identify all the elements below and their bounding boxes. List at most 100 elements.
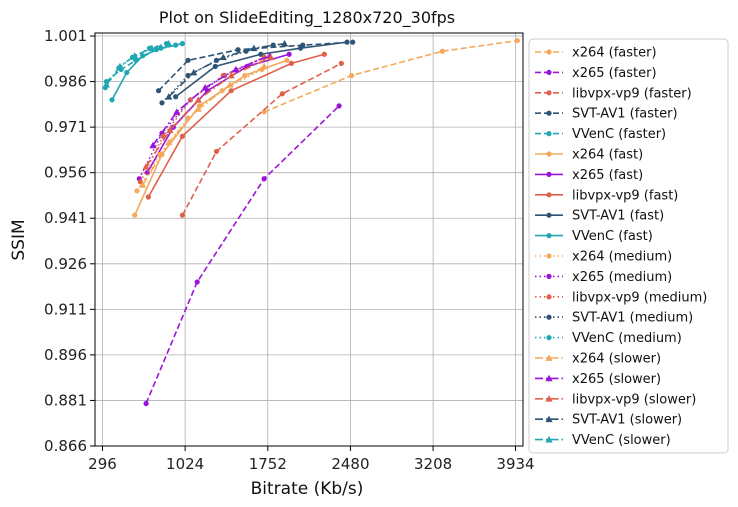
data-point bbox=[279, 91, 285, 97]
legend-marker bbox=[546, 273, 552, 279]
legend-entry: VVenC (fast) bbox=[535, 229, 653, 244]
legend-marker bbox=[546, 131, 552, 137]
legend-label: SVT-AV1 (fast) bbox=[572, 209, 664, 224]
data-point bbox=[235, 47, 241, 53]
legend-entry: VVenC (slower) bbox=[535, 433, 671, 448]
data-point bbox=[250, 44, 258, 52]
legend: x264 (faster) x265 (faster) libvpx-vp9 (fa… bbox=[528, 38, 729, 454]
legend-label: VVenC (faster) bbox=[572, 127, 666, 142]
data-point bbox=[145, 194, 151, 200]
data-point bbox=[286, 51, 292, 57]
legend-entry: SVT-AV1 (medium) bbox=[535, 311, 693, 326]
data-point bbox=[143, 400, 149, 407]
series-line bbox=[145, 105, 340, 404]
legend-entry: SVT-AV1 (faster) bbox=[535, 107, 678, 122]
data-point bbox=[350, 39, 356, 45]
series-x264-slower bbox=[139, 62, 268, 188]
x-tick-label: 3208 bbox=[414, 455, 452, 473]
legend-marker bbox=[545, 354, 553, 361]
data-point bbox=[219, 53, 227, 61]
legend-marker bbox=[546, 253, 552, 259]
y-axis-ticks: 0.866 0.881 0.896 0.911 0.926 0.941 0.956 0.971… bbox=[44, 27, 95, 455]
data-point bbox=[173, 108, 181, 115]
legend-marker bbox=[545, 395, 553, 402]
series-libvpx-vp9-faster bbox=[179, 60, 344, 218]
legend-marker bbox=[545, 436, 553, 443]
legend-entry: SVT-AV1 (fast) bbox=[535, 209, 664, 224]
y-tick-label: 0.971 bbox=[44, 118, 87, 136]
data-point bbox=[165, 138, 173, 146]
data-point bbox=[139, 181, 147, 188]
legend-marker bbox=[546, 192, 552, 198]
data-point bbox=[149, 141, 157, 149]
chart-title: Plot on SlideEditing_1280x720_30fps bbox=[159, 8, 455, 28]
data-point bbox=[173, 42, 179, 48]
legend-entry: libvpx-vp9 (fast) bbox=[535, 188, 678, 203]
legend-label: libvpx-vp9 (fast) bbox=[572, 188, 678, 203]
legend-entry: libvpx-vp9 (slower) bbox=[535, 392, 696, 407]
data-point bbox=[155, 88, 162, 94]
data-point bbox=[142, 163, 150, 170]
y-tick-label: 1.001 bbox=[44, 27, 87, 45]
data-point bbox=[321, 51, 327, 57]
legend-marker bbox=[546, 171, 552, 177]
y-tick-label: 0.956 bbox=[44, 164, 87, 182]
legend-marker bbox=[546, 110, 552, 116]
legend-label: x264 (slower) bbox=[572, 352, 661, 367]
legend-entry: libvpx-vp9 (faster) bbox=[535, 86, 692, 101]
data-point bbox=[187, 97, 193, 103]
series-svt-av1-slower bbox=[165, 40, 289, 100]
data-point bbox=[242, 72, 248, 79]
legend-entry: x264 (fast) bbox=[535, 148, 643, 163]
x-tick-label: 296 bbox=[88, 455, 117, 473]
legend-label: libvpx-vp9 (medium) bbox=[572, 290, 707, 305]
legend-label: VVenC (medium) bbox=[572, 331, 682, 346]
data-point bbox=[194, 96, 202, 103]
data-point bbox=[140, 53, 146, 59]
data-point bbox=[232, 65, 240, 73]
series-x265-faster bbox=[143, 103, 342, 407]
data-point bbox=[190, 68, 198, 76]
data-point bbox=[336, 103, 342, 109]
data-point bbox=[228, 88, 234, 94]
data-point bbox=[179, 133, 186, 139]
legend-label: x264 (fast) bbox=[572, 148, 643, 163]
data-point bbox=[148, 44, 156, 52]
data-point bbox=[213, 148, 220, 155]
legend-entry: libvpx-vp9 (medium) bbox=[535, 290, 707, 305]
data-point bbox=[185, 72, 191, 79]
data-point bbox=[134, 188, 140, 194]
y-tick-label: 0.986 bbox=[44, 73, 87, 91]
legend-label: SVT-AV1 (medium) bbox=[572, 311, 693, 326]
data-point bbox=[201, 84, 209, 91]
y-tick-label: 0.941 bbox=[44, 209, 87, 227]
data-point bbox=[280, 40, 289, 47]
data-point bbox=[185, 57, 191, 63]
data-point bbox=[159, 100, 165, 106]
data-point bbox=[338, 60, 344, 66]
data-point bbox=[439, 48, 445, 54]
data-point bbox=[173, 94, 179, 100]
legend-marker bbox=[546, 90, 552, 96]
data-point bbox=[165, 40, 173, 47]
legend-entry: VVenC (medium) bbox=[535, 331, 682, 346]
series-vvenc-slower bbox=[102, 40, 173, 88]
y-axis-label: SSIM bbox=[9, 219, 29, 260]
legend-box bbox=[528, 38, 729, 454]
data-point bbox=[194, 105, 202, 112]
legend-marker bbox=[545, 374, 553, 382]
data-point bbox=[348, 72, 355, 79]
data-point bbox=[261, 176, 267, 182]
legend-marker bbox=[546, 335, 552, 341]
legend-entry: x265 (fast) bbox=[535, 168, 643, 183]
legend-label: x265 (medium) bbox=[572, 270, 672, 285]
data-point bbox=[288, 60, 295, 66]
data-point bbox=[179, 212, 186, 218]
legend-marker bbox=[546, 151, 552, 157]
data-point bbox=[194, 279, 200, 285]
data-point bbox=[514, 37, 520, 44]
grid bbox=[95, 33, 523, 447]
legend-label: x265 (faster) bbox=[572, 66, 657, 81]
data-point bbox=[267, 53, 275, 61]
data-point bbox=[227, 71, 235, 79]
